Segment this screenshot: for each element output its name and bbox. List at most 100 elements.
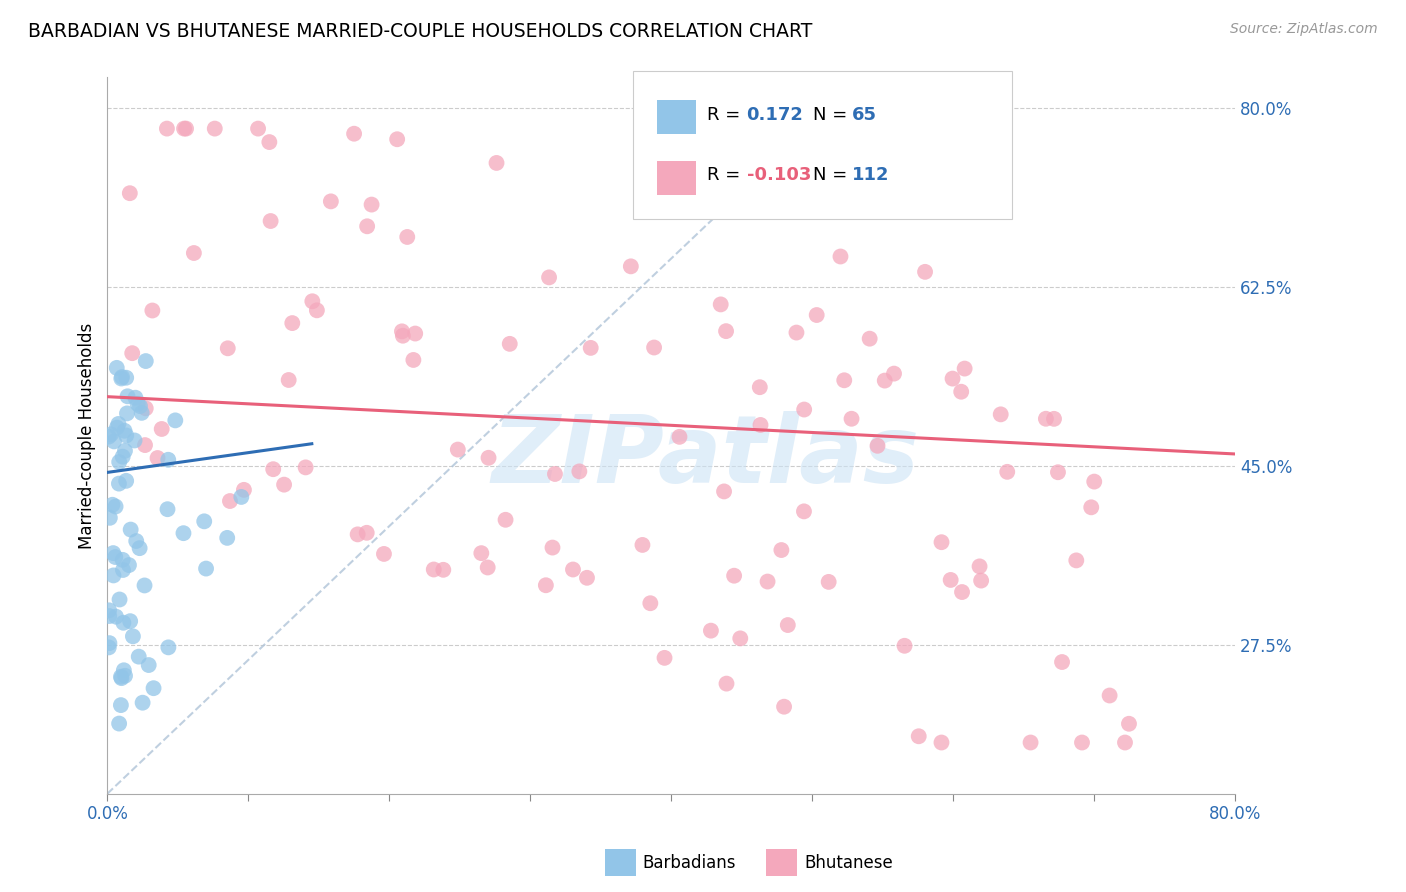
Point <box>112 615 135 630</box>
Point <box>770 543 793 558</box>
Point <box>134 438 156 452</box>
Point <box>477 450 499 465</box>
Point <box>373 547 395 561</box>
Point <box>259 214 281 228</box>
Point <box>101 498 124 512</box>
Point <box>447 442 470 457</box>
Point <box>156 121 179 136</box>
Point <box>100 427 122 442</box>
Point <box>98 636 121 650</box>
Point <box>129 399 152 413</box>
Point <box>115 474 138 488</box>
Point <box>1080 500 1102 515</box>
Point <box>172 526 194 541</box>
Point <box>108 716 131 731</box>
Point <box>404 326 426 341</box>
Point <box>157 640 180 655</box>
Text: Source: ZipAtlas.com: Source: ZipAtlas.com <box>1230 22 1378 37</box>
Point <box>668 430 690 444</box>
Point <box>562 562 585 576</box>
Point <box>118 558 141 573</box>
Point <box>485 156 508 170</box>
Point <box>1050 655 1073 669</box>
Point <box>277 373 299 387</box>
Point <box>356 219 378 234</box>
Point <box>232 483 254 497</box>
Point <box>111 563 134 577</box>
Point <box>195 561 218 575</box>
Point <box>970 574 993 588</box>
Point <box>103 568 125 582</box>
Point <box>108 455 131 469</box>
Point <box>534 578 557 592</box>
Point <box>396 230 419 244</box>
Point <box>495 513 517 527</box>
Point <box>259 135 281 149</box>
Point <box>710 297 733 311</box>
Point <box>1046 465 1069 479</box>
Point <box>98 511 121 525</box>
Point <box>541 541 564 555</box>
Point <box>969 559 991 574</box>
Point <box>128 649 150 664</box>
Text: Barbadians: Barbadians <box>643 854 737 871</box>
Point <box>343 127 366 141</box>
Point <box>108 476 131 491</box>
Point <box>893 639 915 653</box>
Point <box>114 443 136 458</box>
Point <box>108 592 131 607</box>
Point <box>122 629 145 643</box>
Point <box>748 380 770 394</box>
Point <box>112 663 135 677</box>
Point <box>118 186 141 201</box>
Point <box>110 670 132 684</box>
Point <box>640 596 662 610</box>
Point <box>127 397 149 411</box>
Point <box>114 424 136 438</box>
Point <box>392 328 415 343</box>
Point <box>319 194 342 209</box>
Point <box>1019 735 1042 749</box>
Point <box>859 332 882 346</box>
Point <box>120 614 142 628</box>
Point <box>128 541 150 556</box>
Point <box>98 603 121 617</box>
Point <box>714 324 737 338</box>
Text: 65: 65 <box>852 105 877 123</box>
Point <box>773 699 796 714</box>
Point <box>631 538 654 552</box>
Point <box>941 371 963 385</box>
Point <box>305 303 328 318</box>
Point <box>104 549 127 564</box>
Point <box>806 308 828 322</box>
Point <box>544 467 567 481</box>
Point <box>219 494 242 508</box>
Point <box>111 370 134 384</box>
Point <box>931 535 953 549</box>
Point <box>125 534 148 549</box>
Point <box>217 341 239 355</box>
Point <box>841 411 863 425</box>
Point <box>97 429 120 443</box>
Point <box>817 574 839 589</box>
Point <box>914 265 936 279</box>
Point <box>793 402 815 417</box>
Point <box>165 413 187 427</box>
Point <box>776 618 799 632</box>
Point <box>346 527 368 541</box>
Point <box>105 360 128 375</box>
Point <box>1035 411 1057 425</box>
Point <box>135 354 157 368</box>
Point <box>124 391 146 405</box>
Point <box>115 370 138 384</box>
Point <box>98 609 121 624</box>
Point <box>107 417 129 431</box>
Point <box>749 417 772 432</box>
Point <box>115 406 138 420</box>
Text: 112: 112 <box>852 167 890 185</box>
Point <box>281 316 304 330</box>
Point <box>654 651 676 665</box>
Point <box>115 428 138 442</box>
Point <box>204 121 226 136</box>
Point <box>931 735 953 749</box>
